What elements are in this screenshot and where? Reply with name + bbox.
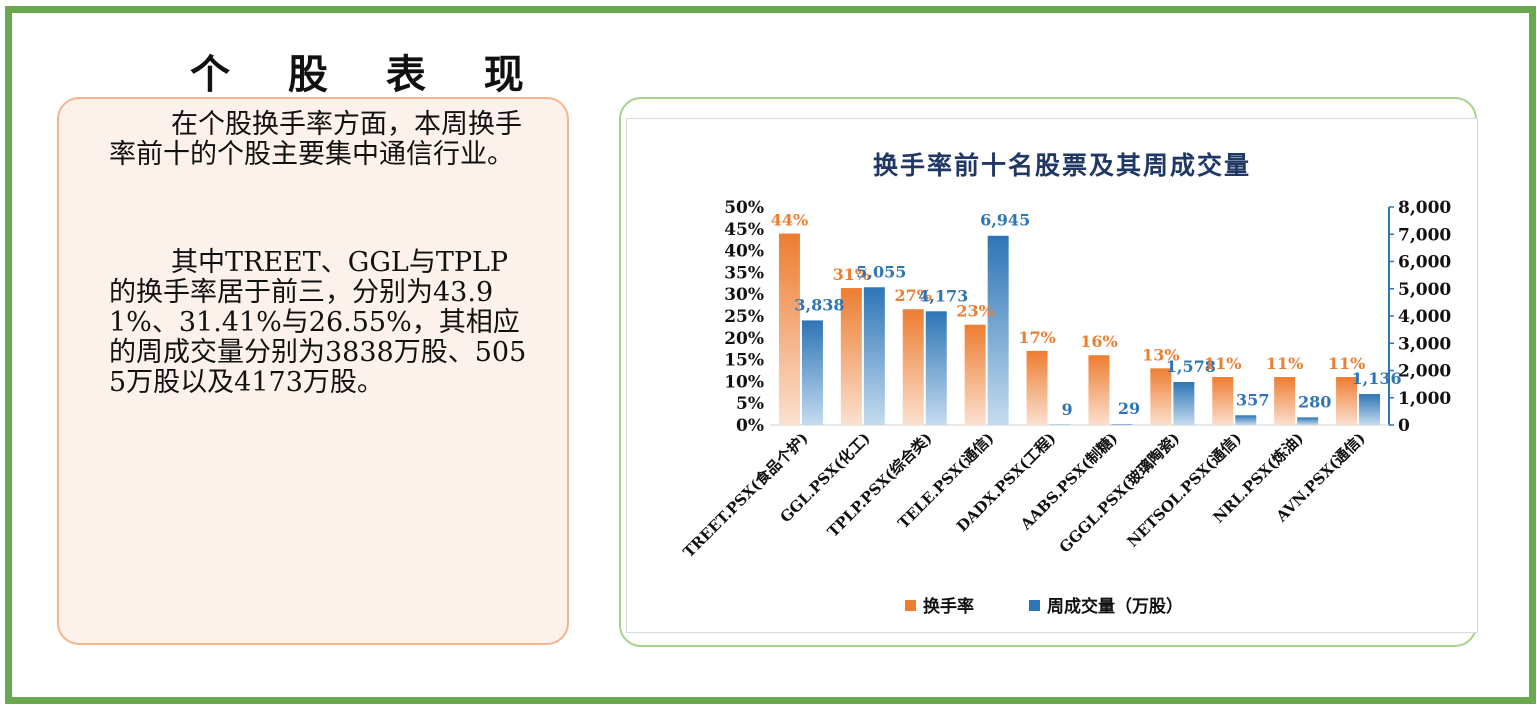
y-left-tick-label: 45%	[724, 220, 764, 240]
summary-paragraph-2: 其中TREET、GGL与TPLP的换手率居于前三，分别为43.91%、31.41…	[109, 247, 527, 398]
data-label-turnover: 17%	[1018, 328, 1055, 347]
y-right-tick-label: 5,000	[1398, 280, 1451, 300]
bar-turnover	[778, 233, 800, 425]
data-label-volume: 1,578	[1166, 357, 1216, 376]
y-right-tick-label: 8,000	[1398, 198, 1451, 218]
y-left-tick-label: 15%	[724, 351, 764, 371]
data-label-turnover: 11%	[1328, 354, 1365, 373]
bar-turnover	[1026, 350, 1048, 425]
bar-volume	[1049, 424, 1071, 426]
data-label-volume: 3,838	[794, 295, 844, 314]
category-label: GGGL.PSX(玻璃陶瓷)	[1056, 429, 1183, 556]
legend-swatch-turnover	[905, 600, 916, 611]
category-label: TREET.PSX(食品个护)	[680, 429, 812, 561]
bar-volume	[987, 235, 1009, 425]
bar-volume	[1111, 424, 1133, 425]
data-label-turnover: 31%	[833, 265, 870, 284]
bar-turnover	[1274, 377, 1296, 425]
y-left-tick-label: 50%	[724, 198, 764, 218]
bar-volume	[925, 311, 947, 425]
bar-turnover	[902, 309, 924, 425]
data-label-volume: 1,136	[1351, 369, 1401, 388]
data-label-volume: 29	[1118, 399, 1140, 418]
turnover-chart: 换手率前十名股票及其周成交量 0%5%10%15%20%25%30%35%40%…	[680, 151, 1452, 617]
data-label-turnover: 27%	[895, 286, 932, 305]
data-label-turnover: 44%	[771, 211, 808, 230]
y-left-tick-label: 40%	[724, 242, 764, 262]
data-label-turnover: 23%	[956, 302, 993, 321]
bar-turnover	[840, 288, 862, 425]
data-label-volume: 357	[1236, 390, 1269, 409]
bar-turnover	[1336, 377, 1358, 425]
y-left-tick-label: 30%	[724, 285, 764, 305]
data-label-volume: 6,945	[980, 211, 1030, 230]
y-right-tick-label: 6,000	[1398, 253, 1451, 273]
summary-paragraph-1: 在个股换手率方面，本周换手率前十的个股主要集中通信行业。	[109, 109, 522, 170]
y-left-tick-label: 35%	[724, 263, 764, 283]
chart-area: 换手率前十名股票及其周成交量 0% 5% 10% 15% 20% 25% 30% 35% 40%…	[626, 118, 1478, 633]
y-right-tick-label: 1,000	[1398, 389, 1451, 409]
data-label-volume: 280	[1298, 392, 1331, 411]
data-label-volume: 9	[1061, 400, 1072, 419]
y-right-tick-label: 2,000	[1398, 362, 1451, 382]
y-right-tick-label: 0	[1398, 416, 1410, 436]
y-left-tick-label: 10%	[724, 372, 764, 392]
bar-volume	[1235, 415, 1257, 425]
bar-volume	[801, 320, 823, 425]
category-label: NETSOL.PSX(通信)	[1124, 429, 1246, 551]
chart-title: 换手率前十名股票及其周成交量	[873, 151, 1251, 180]
y-left-tick-label: 0%	[736, 416, 764, 436]
y-right-tick-label: 3,000	[1398, 334, 1451, 354]
bar-volume	[1173, 381, 1195, 425]
legend-label-volume: 周成交量（万股）	[1047, 596, 1183, 617]
y-left-tick-label: 5%	[736, 394, 764, 414]
data-label-turnover: 16%	[1080, 332, 1117, 351]
bar-volume	[1297, 417, 1319, 425]
summary-panel	[57, 97, 569, 645]
bar-volume	[863, 287, 885, 425]
bar-turnover	[1212, 377, 1234, 425]
data-label-turnover: 13%	[1142, 345, 1179, 364]
bar-turnover	[1150, 368, 1172, 425]
data-label-volume: 4,173	[918, 286, 968, 305]
page-title: 个 股 表 现	[190, 51, 546, 98]
y-left-tick-label: 25%	[724, 307, 764, 327]
data-label-turnover: 11%	[1266, 354, 1303, 373]
data-label-volume: 5,055	[856, 262, 906, 281]
category-label: TPLP.PSX(综合类)	[824, 429, 936, 541]
y-right-tick-label: 7,000	[1398, 225, 1451, 245]
bar-volume	[1359, 394, 1381, 425]
bar-turnover	[1088, 355, 1110, 425]
bar-turnover	[964, 324, 986, 425]
legend-swatch-volume	[1029, 600, 1040, 611]
y-left-tick-label: 20%	[724, 329, 764, 349]
y-right-tick-label: 4,000	[1398, 307, 1451, 327]
legend-label-turnover: 换手率	[923, 596, 974, 617]
data-label-turnover: 11%	[1204, 354, 1241, 373]
